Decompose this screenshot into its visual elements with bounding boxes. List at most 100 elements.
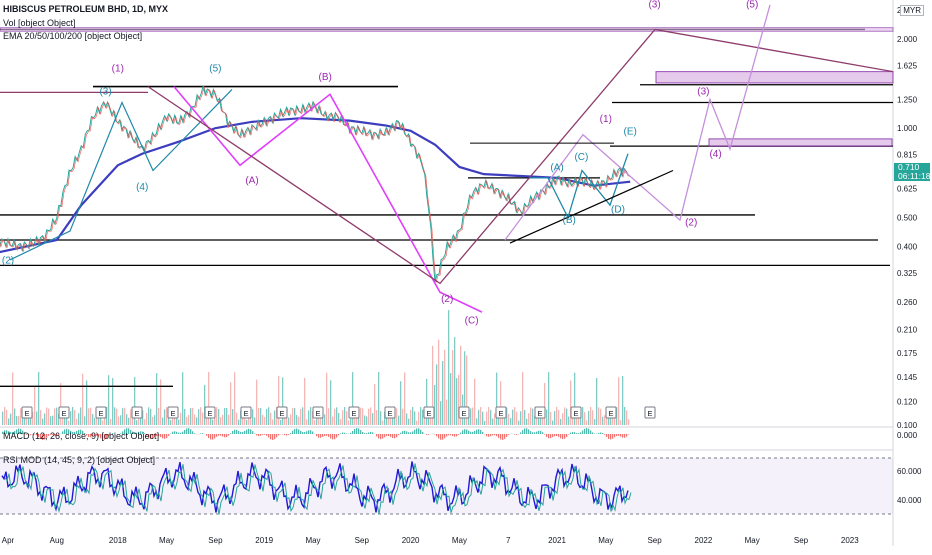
earnings-marker-label: E <box>170 409 175 418</box>
price-tick-label: 0.210 <box>897 325 918 334</box>
macd-histogram-bar <box>338 434 339 435</box>
volume-legend[interactable]: Vol [object Object] <box>3 18 76 29</box>
time-tick-label: 2021 <box>548 536 566 545</box>
volume-bar <box>40 410 41 425</box>
price-tick-label: 0.100 <box>897 421 918 430</box>
macd-histogram-bar <box>550 434 551 438</box>
volume-bar <box>618 377 619 425</box>
macd-legend[interactable]: MACD (12, 26, close, 9) [object Object] <box>3 431 159 442</box>
volume-bar <box>568 417 569 425</box>
volume-bar <box>188 415 189 425</box>
volume-bar <box>180 413 181 425</box>
volume-bar <box>592 410 593 425</box>
macd-histogram-bar <box>304 432 305 434</box>
wave-label: (C) <box>574 152 588 163</box>
macd-histogram-bar <box>356 428 357 434</box>
macd-histogram-bar <box>456 434 457 436</box>
earnings-marker-label: E <box>315 409 320 418</box>
macd-histogram-bar <box>546 434 547 437</box>
macd-histogram-bar <box>466 430 467 434</box>
wave-label: (3) <box>99 86 111 97</box>
macd-histogram-bar <box>406 431 407 434</box>
volume-bar <box>74 410 75 425</box>
volume-bar <box>110 419 111 425</box>
macd-histogram-bar <box>228 434 229 436</box>
volume-bar <box>38 372 39 425</box>
volume-bar <box>612 418 613 425</box>
macd-tick-label: 0.000 <box>897 431 918 440</box>
macd-histogram-bar <box>352 431 353 434</box>
macd-histogram-bar <box>212 434 213 440</box>
volume-bar <box>376 410 377 425</box>
macd-histogram-bar <box>442 434 443 440</box>
wave-channel-line <box>148 29 893 283</box>
macd-histogram-bar <box>412 431 413 434</box>
macd-histogram-bar <box>492 434 493 435</box>
macd-histogram-bar <box>290 433 291 434</box>
volume-bar <box>364 415 365 425</box>
macd-histogram-bar <box>242 432 243 434</box>
volume-bar <box>326 373 327 425</box>
price-tick-label: 0.260 <box>897 298 918 307</box>
macd-histogram-bar <box>590 430 591 434</box>
volume-bar <box>402 409 403 425</box>
volume-bar <box>184 409 185 425</box>
volume-bar <box>586 420 587 425</box>
volume-bar <box>94 418 95 425</box>
earnings-marker-label: E <box>387 409 392 418</box>
time-tick-label: 7 <box>506 536 511 545</box>
volume-bar <box>518 421 519 425</box>
time-tick-label: May <box>305 536 320 545</box>
macd-histogram-bar <box>344 433 345 434</box>
volume-bar <box>400 381 401 425</box>
volume-bar <box>570 380 571 425</box>
macd-histogram-bar <box>260 434 261 436</box>
macd-histogram-bar <box>542 432 543 434</box>
volume-bar <box>128 418 129 425</box>
volume-bar <box>18 416 19 425</box>
volume-bar <box>274 410 275 425</box>
rsi-legend[interactable]: RSI MOD (14, 45, 9, 2) [object Object] <box>3 455 155 466</box>
earnings-marker-label: E <box>24 409 29 418</box>
macd-histogram-bar <box>384 434 385 437</box>
macd-histogram-bar <box>210 434 211 439</box>
macd-histogram-bar <box>244 431 245 434</box>
volume-bar <box>280 420 281 425</box>
macd-histogram-bar <box>388 434 389 436</box>
volume-bar <box>152 417 153 425</box>
ema-legend[interactable]: EMA 20/50/100/200 [object Object] <box>3 31 142 42</box>
volume-bar <box>298 417 299 425</box>
volume-bar <box>290 414 291 425</box>
volume-bar <box>114 407 115 425</box>
volume-bar <box>472 408 473 425</box>
volume-bar <box>222 415 223 425</box>
macd-histogram-bar <box>298 429 299 434</box>
volume-bar <box>264 417 265 425</box>
macd-histogram-bar <box>614 434 615 437</box>
volume-bar <box>300 409 301 425</box>
volume-bar <box>186 417 187 425</box>
volume-bar <box>294 408 295 425</box>
macd-histogram-bar <box>214 434 215 438</box>
volume-bar <box>226 408 227 425</box>
volume-bar <box>516 412 517 425</box>
macd-histogram-bar <box>334 434 335 439</box>
macd-histogram-bar <box>190 429 191 434</box>
macd-histogram-bar <box>444 434 445 438</box>
volume-bar <box>550 412 551 425</box>
currency-badge[interactable]: MYR <box>900 5 924 16</box>
volume-bar <box>330 380 331 425</box>
price-tick-label: 0.400 <box>897 242 918 251</box>
volume-bar <box>532 409 533 425</box>
macd-histogram-bar <box>320 434 321 438</box>
volume-bar <box>306 419 307 425</box>
volume-bar <box>336 407 337 425</box>
macd-histogram-bar <box>468 431 469 434</box>
wave-label: (2) <box>685 217 697 228</box>
volume-bar <box>8 418 9 425</box>
volume-bar <box>578 418 579 425</box>
wave-label: (1) <box>112 64 124 75</box>
volume-bar <box>302 407 303 425</box>
